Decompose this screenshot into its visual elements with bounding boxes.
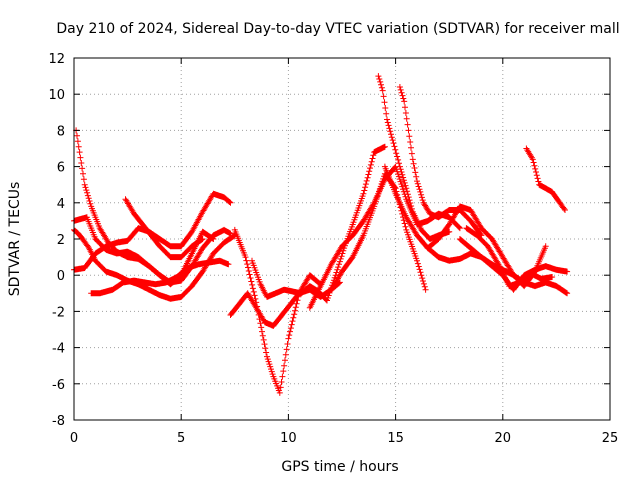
- series-arc-13: [396, 84, 485, 239]
- plus-markers: [88, 257, 232, 297]
- x-tick-label: 20: [495, 431, 512, 446]
- y-tick-label: -4: [52, 342, 65, 357]
- series-arc-6: [122, 196, 206, 261]
- y-tick-label: 12: [48, 52, 65, 67]
- series-arc-9: [249, 143, 388, 304]
- plus-markers: [523, 145, 568, 213]
- plus-markers: [249, 143, 388, 304]
- grid-lines: [74, 58, 610, 420]
- y-tick-label: -8: [52, 414, 65, 429]
- plus-markers: [328, 170, 429, 293]
- y-tick-label: 8: [57, 124, 65, 139]
- y-tick-label: -6: [52, 378, 65, 393]
- plus-markers: [231, 226, 324, 396]
- y-tick-label: 4: [57, 197, 65, 212]
- y-tick-label: -2: [52, 305, 65, 320]
- x-tick-label: 5: [177, 431, 185, 446]
- series-arc-11: [328, 170, 429, 293]
- y-tick-label: 10: [48, 88, 65, 103]
- plus-markers: [463, 225, 556, 290]
- plus-markers: [227, 279, 343, 329]
- series-arc-7: [231, 226, 324, 396]
- data-points: [71, 73, 571, 396]
- series-arc-8: [227, 279, 343, 329]
- x-tick-label: 15: [387, 431, 404, 446]
- chart-title: Day 210 of 2024, Sidereal Day-to-day VTE…: [56, 21, 619, 37]
- x-tick-label: 0: [70, 431, 78, 446]
- series-arc-18: [523, 145, 568, 213]
- y-tick-label: 0: [57, 269, 65, 284]
- x-tick-label: 25: [602, 431, 619, 446]
- plus-markers: [396, 84, 485, 239]
- x-tick-label: 10: [280, 431, 297, 446]
- series-arc-17: [463, 225, 556, 290]
- x-axis-label: GPS time / hours: [281, 459, 398, 475]
- y-tick-label: 2: [57, 233, 65, 248]
- plus-markers: [122, 196, 206, 261]
- axis-ticks: 0 5 10 15 20 25 -8 -6 -4 -2 0 2 4 6 8 10 12: [48, 52, 618, 446]
- series-arc-5: [88, 257, 232, 297]
- y-tick-label: 6: [57, 161, 65, 176]
- y-axis-label: SDTVAR / TECUs: [7, 182, 23, 297]
